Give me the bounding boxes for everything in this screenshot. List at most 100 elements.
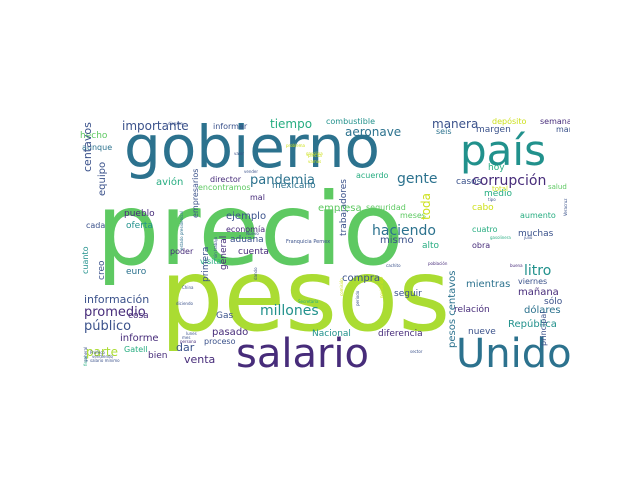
cloud-word: salario <box>236 331 370 372</box>
cloud-word: haciendo <box>372 223 436 239</box>
cloud-word: poder <box>170 247 194 256</box>
cloud-word: persona <box>180 339 197 344</box>
cloud-word: dispara <box>168 121 183 126</box>
cloud-word: Veracruz <box>563 198 568 216</box>
cloud-word: equipo <box>97 161 108 196</box>
cloud-word: mexicano <box>272 181 316 191</box>
cloud-word: avión <box>156 177 184 188</box>
cloud-word: casos <box>456 177 482 187</box>
cloud-word: tipo <box>488 197 496 202</box>
cloud-word: economía <box>226 225 266 234</box>
cloud-word: país <box>460 126 546 175</box>
cloud-word: nueve <box>468 327 496 337</box>
cloud-word: mientras <box>466 279 511 290</box>
cloud-word: pesos centavos <box>447 270 458 349</box>
cloud-word: mañana <box>518 287 559 298</box>
cloud-word: cuatro <box>472 225 498 234</box>
cloud-word: Profeco <box>90 350 105 355</box>
cloud-word: millones <box>260 303 319 319</box>
cloud-word: promedio <box>84 305 146 320</box>
cloud-word: mismo <box>380 235 414 246</box>
cloud-word: meses <box>400 211 426 220</box>
cloud-word: aduana <box>230 235 264 245</box>
cloud-word: gobierno <box>124 113 380 181</box>
cloud-word: alto <box>422 241 440 251</box>
cloud-word: Gatell <box>124 345 148 354</box>
cloud-word: total <box>492 185 509 193</box>
cloud-word: manera <box>432 117 479 131</box>
cloud-word: informar <box>213 122 248 131</box>
cloud-word: semana <box>540 117 570 126</box>
cloud-word: Gas <box>216 311 234 321</box>
cloud-word: gasolinera <box>490 235 511 240</box>
cloud-word: proceso <box>204 337 236 346</box>
cloud-word: visita <box>200 257 222 266</box>
cloud-word: República <box>508 319 557 330</box>
cloud-word: primera <box>201 246 211 282</box>
cloud-word: acuerdo <box>356 171 389 180</box>
cloud-word: depósito <box>492 117 527 126</box>
cloud-word: Unido <box>456 331 570 372</box>
cloud-word: dando <box>253 267 258 280</box>
cloud-word: gasolina <box>306 151 323 156</box>
cloud-word: principal <box>539 311 548 346</box>
cloud-word: parte <box>86 345 118 359</box>
cloud-word: diciendo <box>176 301 193 306</box>
cloud-word: litro <box>524 263 552 279</box>
cloud-word: China <box>182 285 194 290</box>
word-cloud: precio pesos gobierno país salario Unido impor… <box>80 108 570 372</box>
cloud-word: encontramos <box>198 183 251 192</box>
cloud-word: cosa <box>128 311 149 321</box>
cloud-word: vamos <box>308 159 322 164</box>
cloud-word: estado presidencial <box>179 211 184 250</box>
cloud-word: hecho <box>80 131 108 141</box>
cloud-word: pandemia <box>250 173 315 188</box>
cloud-word: sector <box>410 349 423 354</box>
cloud-word: Nuevo <box>246 231 259 236</box>
cloud-word: empresarios <box>191 168 200 218</box>
cloud-word: compra <box>342 273 380 284</box>
cloud-word: lunes <box>186 331 197 336</box>
cloud-word: pasado <box>212 327 249 338</box>
cloud-word: cada <box>86 221 106 230</box>
cloud-word: mano <box>556 125 570 134</box>
cloud-word: julio <box>524 235 533 240</box>
cloud-word: obra <box>472 241 491 250</box>
cloud-word: centavos <box>81 122 94 172</box>
cloud-word: corrupción <box>472 173 547 189</box>
cloud-word: general <box>83 346 88 362</box>
cloud-word: bien <box>148 351 168 361</box>
cloud-word: cachito <box>386 263 401 268</box>
cloud-word: euro <box>126 267 147 277</box>
cloud-word: pesos <box>160 237 451 354</box>
cloud-word: Secretaría <box>298 299 319 304</box>
cloud-word: Nacional <box>312 329 351 339</box>
cloud-word: importante <box>122 119 189 133</box>
cloud-word: problema <box>286 143 306 148</box>
cloud-word: precio <box>96 171 404 288</box>
cloud-word: aunque <box>82 143 113 152</box>
cloud-word: seis <box>436 127 452 136</box>
cloud-word: aeronave <box>345 125 402 139</box>
cloud-word: vender <box>244 169 259 174</box>
cloud-word: gente <box>397 171 438 187</box>
cloud-word: oferta <box>126 221 153 231</box>
cloud-word: hoy <box>488 163 505 173</box>
cloud-word: ejemplo <box>226 211 267 222</box>
cloud-word: cabo <box>472 203 494 213</box>
cloud-word: margen <box>476 125 511 135</box>
cloud-word: población <box>428 261 448 266</box>
cloud-word: valor <box>234 151 245 156</box>
cloud-word: director <box>210 175 242 184</box>
cloud-word: seguridad <box>366 203 406 212</box>
cloud-word: dar <box>176 341 195 354</box>
cloud-word: toda <box>419 192 433 220</box>
cloud-word: pueblo <box>124 209 155 219</box>
cloud-word: salud <box>548 183 567 191</box>
cloud-word: vendiendo <box>92 354 113 359</box>
cloud-word: información <box>84 293 150 306</box>
cloud-word: informe <box>120 333 159 344</box>
cloud-word: periodo <box>355 290 360 306</box>
cloud-word: mes <box>182 335 191 340</box>
